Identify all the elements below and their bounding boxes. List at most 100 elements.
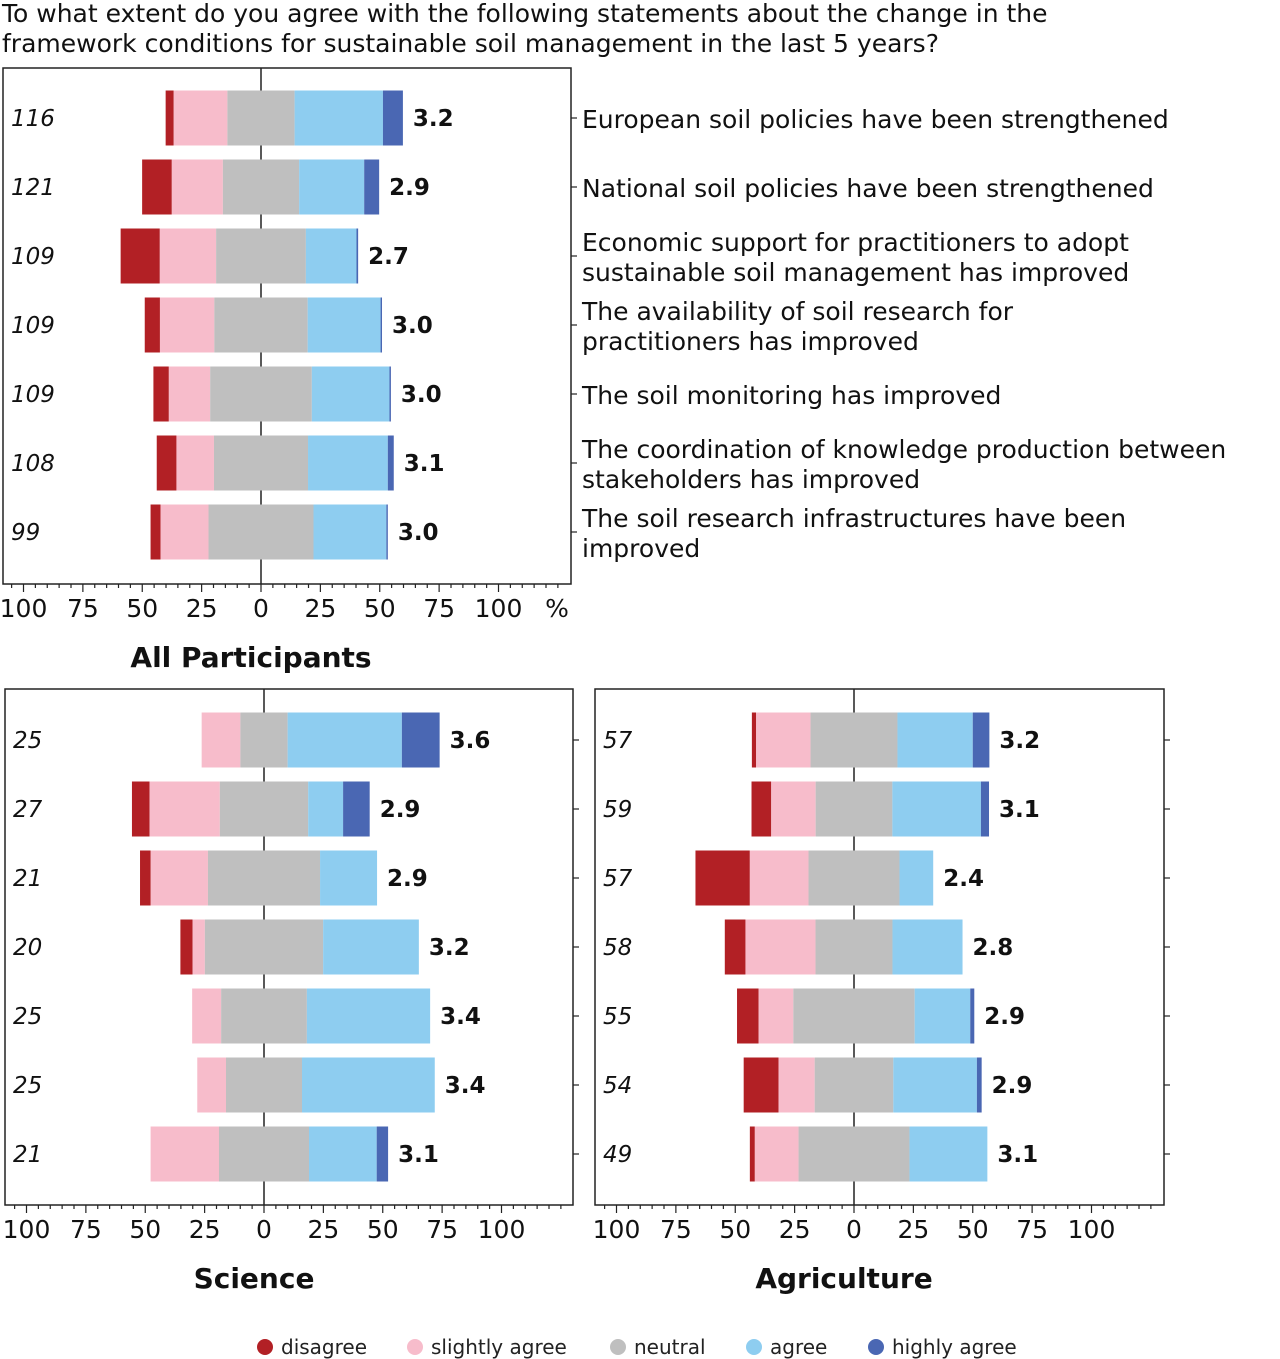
bar-segment-highly-agree <box>970 988 975 1044</box>
x-tick-label: 100 <box>1068 1215 1116 1244</box>
bar-segment-neutral <box>216 228 306 284</box>
bar-segment-slightly-agree <box>192 919 205 975</box>
x-tick-label: 0 <box>846 1215 862 1244</box>
x-unit-label: % <box>545 594 569 623</box>
bar-segment-agree <box>287 712 402 768</box>
statement-label: improved <box>582 534 700 563</box>
n-label: 21 <box>13 1142 42 1168</box>
mean-label: 2.7 <box>368 244 409 270</box>
bar-row: 59 3.1 <box>603 781 1170 837</box>
x-tick-label: 25 <box>189 1215 221 1244</box>
x-tick-label: 100 <box>0 594 47 623</box>
figure-title-line-1: To what extent do you agree with the fol… <box>1 0 1048 28</box>
x-tick-label: 25 <box>779 1215 811 1244</box>
bar-row: 109 3.0 The soil monitoring has improved <box>11 366 1001 422</box>
bar-row: 25 3.6 <box>13 712 579 768</box>
statement-label: The soil monitoring has improved <box>581 381 1001 410</box>
bar-segment-slightly-agree <box>778 1057 815 1113</box>
n-label: 59 <box>603 797 632 823</box>
bar-row: 21 3.1 <box>13 1126 579 1182</box>
bar-segment-highly-agree <box>364 159 380 215</box>
bar-segment-neutral <box>798 1126 910 1182</box>
bar-row: 57 2.4 <box>603 850 1170 906</box>
figure-title-line-2: framework conditions for sustainable soi… <box>2 29 939 58</box>
n-label: 25 <box>13 1073 42 1099</box>
bar-segment-slightly-agree <box>771 781 816 837</box>
bar-segment-highly-agree <box>380 297 383 353</box>
mean-label: 3.1 <box>999 797 1040 823</box>
bar-segment-neutral <box>226 1057 302 1113</box>
legend-marker <box>610 1339 626 1355</box>
bar-segment-neutral <box>814 1057 894 1113</box>
mean-label: 3.1 <box>398 1142 439 1168</box>
n-label: 27 <box>13 797 43 823</box>
bar-segment-neutral <box>218 1126 310 1182</box>
bar-segment-agree <box>899 850 934 906</box>
bar-segment-slightly-agree <box>149 781 220 837</box>
legend-label: agree <box>770 1335 827 1359</box>
bar-segment-disagree <box>153 366 169 422</box>
n-label: 25 <box>13 1004 42 1030</box>
bar-segment-highly-agree <box>976 1057 982 1113</box>
n-label: 109 <box>11 244 55 270</box>
x-tick-label: 75 <box>1016 1215 1048 1244</box>
bar-segment-disagree <box>751 712 757 768</box>
x-tick-label: 0 <box>253 594 269 623</box>
plot-frame <box>2 67 572 585</box>
bar-segment-disagree <box>144 297 160 353</box>
x-tick-label: 100 <box>593 1215 641 1244</box>
bar-segment-neutral <box>793 988 915 1044</box>
mean-label: 3.0 <box>398 520 439 546</box>
bar-segment-agree <box>892 781 981 837</box>
bar-segment-slightly-agree <box>173 90 228 146</box>
statement-label: sustainable soil management has improved <box>582 258 1129 287</box>
mean-label: 3.2 <box>999 728 1040 754</box>
panel-all-participants: 116 3.2 European soil policies have been s… <box>0 67 1226 674</box>
bar-segment-neutral <box>222 159 300 215</box>
bar-row: 54 2.9 <box>603 1057 1170 1113</box>
bar-segment-neutral <box>815 919 893 975</box>
bar-segment-disagree <box>743 1057 779 1113</box>
legend-item-agree: agree <box>746 1335 827 1359</box>
mean-label: 2.8 <box>973 935 1014 961</box>
statement-label: National soil policies have been strengt… <box>582 174 1154 203</box>
bar-segment-agree <box>914 988 971 1044</box>
mean-label: 2.9 <box>387 866 428 892</box>
bar-segment-agree <box>897 712 973 768</box>
bar-segment-neutral <box>214 297 308 353</box>
bar-segment-slightly-agree <box>150 850 208 906</box>
mean-label: 3.1 <box>997 1142 1038 1168</box>
x-tick-label: 75 <box>426 1215 458 1244</box>
n-label: 20 <box>13 935 42 961</box>
mean-label: 2.9 <box>984 1004 1025 1030</box>
n-label: 55 <box>603 1004 632 1030</box>
mean-label: 3.2 <box>429 935 470 961</box>
bar-row: 57 3.2 <box>603 712 1170 768</box>
bar-segment-highly-agree <box>401 712 440 768</box>
bar-segment-highly-agree <box>376 1126 389 1182</box>
bar-segment-neutral <box>219 781 309 837</box>
panel-title: Science <box>194 1262 315 1295</box>
x-tick-label: 100 <box>478 1215 526 1244</box>
bar-segment-neutral <box>213 435 309 491</box>
legend-label: neutral <box>634 1335 706 1359</box>
mean-label: 2.9 <box>389 175 430 201</box>
mean-label: 3.4 <box>445 1073 486 1099</box>
bar-segment-agree <box>307 297 381 353</box>
bar-row: 99 3.0 The soil research infrastructures h… <box>11 504 1126 563</box>
bar-row: 49 3.1 <box>603 1126 1170 1182</box>
x-tick-label: 50 <box>129 1215 161 1244</box>
bar-segment-slightly-agree <box>171 159 223 215</box>
bar-segment-agree <box>313 504 387 560</box>
bar-segment-slightly-agree <box>197 1057 226 1113</box>
bar-segment-agree <box>302 1057 435 1113</box>
bar-segment-neutral <box>208 504 314 560</box>
statement-label: practitioners has improved <box>582 327 919 356</box>
x-tick-label: 75 <box>67 594 99 623</box>
x-tick-label: 75 <box>423 594 455 623</box>
bar-segment-slightly-agree <box>201 712 241 768</box>
bar-row: 55 2.9 <box>603 988 1170 1044</box>
bar-segment-neutral <box>204 919 324 975</box>
legend: disagree slightly agree neutral agree highly… <box>257 1335 1017 1359</box>
bar-segment-neutral <box>221 988 307 1044</box>
